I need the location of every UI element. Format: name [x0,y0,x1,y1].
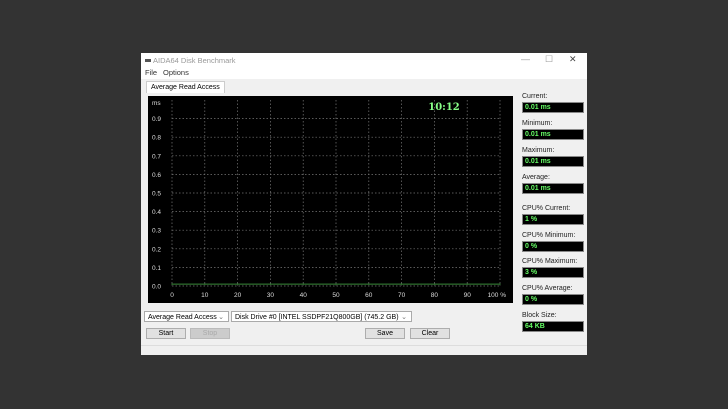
app-icon [145,59,151,62]
window-title: AIDA64 Disk Benchmark [153,56,236,65]
y-tick-label: 0.8 [152,135,161,142]
x-tick-label: 10 [201,292,209,299]
y-tick-label: 0.0 [152,284,161,291]
data-point [204,283,206,285]
maximize-button[interactable]: ☐ [545,54,554,64]
stat-label: Minimum: [522,120,553,127]
x-tick-label: 50 [332,292,340,299]
y-axis-label: ms [152,100,161,107]
stat-value: 0.01 ms [522,156,584,167]
x-tick-label: 70 [398,292,406,299]
chart-svg: 0.0 0.1 0.2 0.3 0.4 0.5 0.6 0.7 0.8 0.9 ms 0 10 20 30 4… [152,100,507,299]
close-button[interactable]: ✕ [569,54,577,64]
data-point [171,283,173,285]
benchmark-window: AIDA64 Disk Benchmark — ☐ ✕ File Options… [141,53,587,355]
data-point [269,283,271,285]
mode-select[interactable]: Average Read Access ⌄ [144,311,229,322]
start-button[interactable]: Start [146,328,186,339]
y-tick-label: 0.2 [152,246,161,253]
y-tick-label: 0.4 [152,209,161,216]
x-tick-label: 30 [267,292,275,299]
menu-options[interactable]: Options [163,68,189,77]
stat-value: 0.01 ms [522,183,584,194]
time-annotation: 10:12 [428,102,460,113]
stat-label: Maximum: [522,147,555,154]
stop-button[interactable]: Stop [190,328,230,339]
x-tick-label: 90 [464,292,472,299]
stat-value: 0 % [522,294,584,305]
chevron-down-icon: ⌄ [218,314,224,321]
x-tick-label: 100 % [488,292,507,299]
stat-label: CPU% Current: [522,205,571,212]
chart: 0.0 0.1 0.2 0.3 0.4 0.5 0.6 0.7 0.8 0.9 ms 0 10 20 30 4… [148,96,513,303]
menu-file[interactable]: File [145,68,158,77]
x-tick-label: 80 [431,292,439,299]
y-tick-label: 0.7 [152,153,161,160]
mode-value: Average Read Access [148,314,217,321]
data-point [368,283,370,285]
y-tick-label: 0.3 [152,228,161,235]
data-point [499,283,501,285]
title-bar: AIDA64 Disk Benchmark — ☐ ✕ [141,53,587,67]
stat-value: 0.01 ms [522,102,584,113]
data-point [302,283,304,285]
stat-value: 3 % [522,267,584,278]
data-point [433,283,435,285]
y-tick-label: 0.6 [152,172,161,179]
x-tick-label: 40 [300,292,308,299]
stat-value: 0.01 ms [522,129,584,140]
x-tick-label: 0 [170,292,174,299]
clear-button[interactable]: Clear [410,328,450,339]
x-tick-label: 60 [365,292,373,299]
status-bar [141,345,587,356]
stat-label: Average: [522,174,550,181]
y-tick-label: 0.1 [152,265,161,272]
data-point [401,283,403,285]
save-button[interactable]: Save [365,328,405,339]
drive-select[interactable]: Disk Drive #0 [INTEL SSDPF21Q800GB] (745… [231,311,412,322]
stat-label: CPU% Average: [522,285,573,292]
minimize-button[interactable]: — [521,54,530,64]
chevron-down-icon: ⌄ [401,314,407,321]
x-tick-label: 20 [234,292,242,299]
stat-label: Block Size: [522,312,557,319]
stat-label: CPU% Minimum: [522,232,576,239]
menu-bar: File Options [141,67,587,79]
data-point [335,283,337,285]
y-tick-label: 0.9 [152,116,161,123]
data-point [237,283,239,285]
stat-label: Current: [522,93,548,100]
stat-value: 64 KB [522,321,584,332]
stat-value: 1 % [522,214,584,225]
stat-label: CPU% Maximum: [522,258,578,265]
drive-value: Disk Drive #0 [INTEL SSDPF21Q800GB] (745… [235,314,399,321]
tab-average-read-access[interactable]: Average Read Access [146,81,225,93]
stat-value: 0 % [522,241,584,252]
data-point [466,283,468,285]
y-tick-label: 0.5 [152,191,161,198]
